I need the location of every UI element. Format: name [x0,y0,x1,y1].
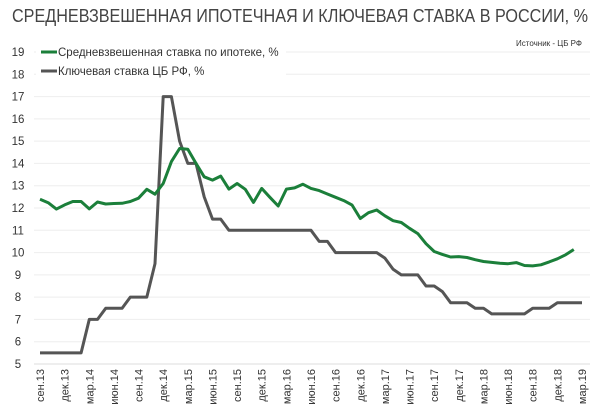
x-tick-label: дек.17 [454,369,466,402]
x-tick-label: июн.18 [503,369,515,405]
x-tick-label: июн.14 [109,369,121,405]
y-tick-label: 11 [12,225,24,237]
y-tick-label: 19 [12,47,25,59]
y-tick-label: 12 [12,203,25,215]
y-tick-label: 18 [12,69,25,81]
y-tick-label: 5 [15,359,21,371]
x-tick-label: мар.16 [281,369,293,404]
x-tick-label: июн.17 [405,369,417,405]
source-note: Источник - ЦБ РФ [516,39,582,48]
x-tick-label: мар.18 [478,369,490,404]
x-tick-label: июн.16 [306,369,318,405]
x-tick-label: сен.13 [35,369,47,402]
x-tick-label: дек.13 [60,369,72,402]
x-tick-label: мар.14 [84,369,96,404]
x-tick-label: сен.14 [134,369,146,402]
x-tick-label: мар.19 [577,369,589,404]
x-tick-label: дек.14 [158,369,170,402]
series-lines [39,95,582,355]
x-tick-label: мар.17 [380,369,392,404]
y-tick-label: 14 [12,158,25,170]
x-tick-label: дек.15 [257,369,269,402]
y-tick-label: 17 [12,92,25,104]
x-tick-label: мар.15 [183,369,195,404]
x-tick-label: сен.18 [528,369,540,402]
series-line-mortgage-rate [39,147,575,268]
y-tick-label: 13 [12,181,25,193]
legend: Средневзвешенная ставка по ипотеке, % Кл… [36,42,286,78]
x-tick-label: сен.17 [429,369,441,402]
gridlines [34,51,590,365]
legend-label-mortgage: Средневзвешенная ставка по ипотеке, % [58,47,279,59]
y-tick-label: 8 [15,292,21,304]
chart-title: СРЕДНЕВЗВЕШЕННАЯ ИПОТЕЧНАЯ И КЛЮЧЕВАЯ СТ… [12,6,588,26]
legend-label-key-rate: Ключевая ставка ЦБ РФ, % [58,66,204,78]
y-axis: 5 6 7 8 9 10 11 12 13 14 15 16 17 18 19 [12,47,25,371]
series-line-key-rate [40,95,582,355]
x-tick-label: дек.16 [355,369,367,402]
x-tick-label: дек.18 [552,369,564,402]
x-tick-label: сен.15 [232,369,244,402]
y-tick-label: 10 [12,248,25,260]
x-tick-label: июн.15 [207,369,219,405]
x-tick-label: сен.16 [331,369,343,402]
y-tick-label: 7 [15,314,21,326]
x-axis: сен.13 дек.13 мар.14 июн.14 сен.14 дек.14 мар.… [35,369,589,405]
y-tick-label: 15 [12,136,25,148]
y-tick-label: 16 [12,114,25,126]
y-tick-label: 6 [15,337,21,349]
y-tick-label: 9 [15,270,21,282]
